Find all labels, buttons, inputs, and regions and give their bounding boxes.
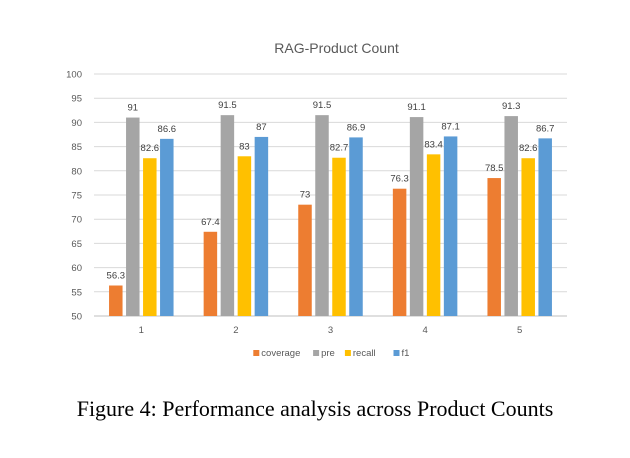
y-tick-label: 55 <box>71 287 82 298</box>
bar-pre-4 <box>409 117 424 317</box>
bar-coverage-3 <box>298 204 312 316</box>
y-tick-label: 60 <box>71 263 82 274</box>
x-tick-label: 3 <box>328 325 333 336</box>
bar-f1-1 <box>160 138 174 316</box>
data-label: 78.5 <box>485 163 504 174</box>
data-label: 67.4 <box>201 217 220 228</box>
figure-caption: Figure 4: Performance analysis across Pr… <box>76 396 554 421</box>
data-label: 83.4 <box>424 139 443 150</box>
bar-coverage-4 <box>392 188 407 316</box>
bar-recall-5 <box>521 158 535 316</box>
data-label: 86.6 <box>158 124 177 135</box>
x-tick-label: 2 <box>233 325 238 336</box>
x-tick-label: 4 <box>422 325 427 336</box>
x-tick-label: 1 <box>139 325 144 336</box>
y-axis-ticks: 50 55 60 65 70 75 80 85 90 95 100 <box>66 70 82 323</box>
data-label: 82.6 <box>141 143 160 154</box>
bar-coverage-5 <box>487 178 501 316</box>
data-label: 86.7 <box>536 123 555 134</box>
y-tick-label: 85 <box>71 142 82 153</box>
data-label: 87 <box>256 122 267 133</box>
y-tick-label: 90 <box>71 118 82 129</box>
legend-label-coverage: coverage <box>261 348 300 359</box>
legend-swatch-pre <box>313 350 320 356</box>
legend-label-pre: pre <box>321 348 335 359</box>
data-label: 91.5 <box>313 100 332 111</box>
data-label: 73 <box>300 190 311 201</box>
y-tick-label: 95 <box>71 94 82 105</box>
bars <box>109 115 552 317</box>
data-label: 86.9 <box>347 122 366 133</box>
bar-f1-4 <box>443 136 458 316</box>
bar-recall-4 <box>426 154 441 316</box>
y-tick-label: 80 <box>71 166 82 177</box>
bar-pre-3 <box>315 115 329 316</box>
legend-label-recall: recall <box>353 348 376 359</box>
bar-recall-1 <box>143 158 157 316</box>
bar-recall-3 <box>332 157 346 316</box>
bar-coverage-1 <box>109 285 123 316</box>
bar-pre-2 <box>220 115 235 316</box>
chart-title: RAG-Product Count <box>274 40 399 56</box>
data-label: 87.1 <box>441 121 460 132</box>
data-label: 76.3 <box>390 174 409 185</box>
bar-recall-2 <box>237 156 252 316</box>
data-label: 56.3 <box>107 271 126 282</box>
legend-label-f1: f1 <box>402 348 410 359</box>
data-label: 82.7 <box>330 143 349 154</box>
y-tick-label: 70 <box>71 215 82 226</box>
legend: coverage pre recall f1 <box>253 348 409 359</box>
y-tick-label: 100 <box>66 70 82 81</box>
data-label: 91.1 <box>407 102 426 113</box>
legend-swatch-coverage <box>253 350 260 356</box>
legend-swatch-f1 <box>393 350 400 356</box>
bar-pre-1 <box>126 117 140 316</box>
x-tick-label: 5 <box>517 325 522 336</box>
data-label: 91.5 <box>218 100 237 111</box>
bar-coverage-2 <box>203 231 218 316</box>
y-tick-label: 65 <box>71 239 82 250</box>
y-tick-label: 75 <box>71 191 82 202</box>
data-label: 91.3 <box>502 101 521 112</box>
bar-f1-5 <box>538 138 552 316</box>
data-labels: 56.3 91 82.6 86.6 67.4 91.5 83 87 73 91.5 82.7 86.9… <box>107 100 555 281</box>
chart: RAG-Product Count 50 55 60 65 70 75 80 85 90 95 10… <box>66 40 567 359</box>
legend-swatch-recall <box>344 350 351 356</box>
data-label: 82.6 <box>519 143 538 154</box>
data-label: 83 <box>239 141 250 152</box>
y-tick-label: 50 <box>71 312 82 323</box>
data-label: 91 <box>128 103 139 114</box>
bar-pre-5 <box>504 116 518 316</box>
bar-f1-2 <box>254 136 269 316</box>
x-axis-ticks: 1 2 3 4 5 <box>139 325 523 336</box>
bar-f1-3 <box>349 137 363 316</box>
